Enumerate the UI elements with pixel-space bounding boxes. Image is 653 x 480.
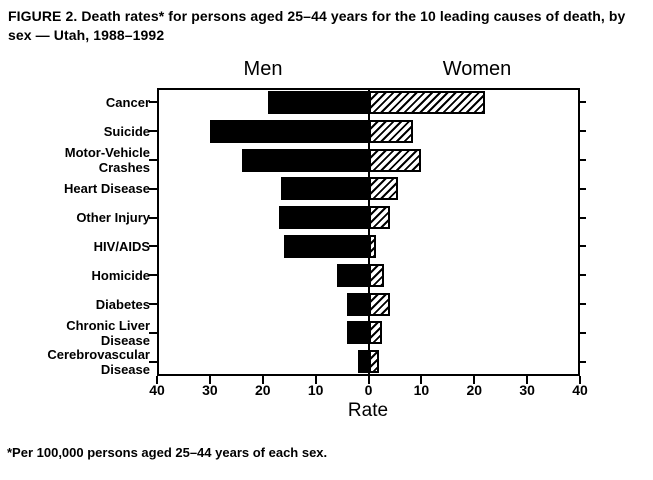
x-tick-label: 30 (202, 382, 218, 398)
x-axis-tick (208, 376, 211, 384)
category-label: Chronic Liver Disease (66, 317, 150, 348)
men-bar (281, 177, 369, 201)
category-tick-left (149, 274, 157, 277)
x-axis-tick (473, 376, 476, 384)
category-tick-right (580, 331, 586, 334)
category-tick-right (580, 101, 586, 104)
category-tick-right (580, 187, 586, 190)
women-bar (368, 321, 382, 345)
category-tick-left (149, 245, 157, 248)
women-bar (368, 350, 380, 374)
men-bar (241, 148, 369, 172)
category-label: Cerebrovascular Disease (47, 346, 150, 377)
women-bar (368, 206, 390, 230)
category-label: Suicide (103, 123, 150, 139)
category-label: Heart Disease (64, 181, 150, 197)
x-tick-label: 20 (254, 382, 271, 398)
men-bar (347, 292, 369, 316)
women-bar (368, 148, 422, 172)
category-tick-left (149, 331, 157, 334)
category-label: Cancer (105, 94, 150, 110)
x-axis-tick (314, 376, 317, 384)
category-tick-left (149, 159, 157, 161)
category-tick-left (149, 303, 157, 305)
category-label: Diabetes (95, 296, 150, 312)
x-axis-tick (420, 376, 423, 384)
x-axis-tick (156, 376, 158, 384)
x-axis-tick (367, 376, 370, 384)
category-tick-right (580, 245, 586, 248)
men-bar (209, 119, 369, 143)
category-tick-left (149, 216, 157, 219)
footnote: *Per 100,000 persons aged 25–44 years of… (7, 445, 328, 460)
x-tick-label: 30 (519, 382, 535, 398)
men-bar (336, 263, 369, 287)
men-header: Men (243, 58, 283, 80)
category-label: Homicide (91, 267, 150, 283)
men-bar (347, 321, 369, 345)
x-axis-tick (579, 376, 581, 384)
category-tick-right (580, 130, 586, 133)
zero-axis-line (367, 88, 370, 376)
category-label: Motor-Vehicle Crashes (64, 145, 150, 175)
women-bar (368, 90, 485, 114)
women-bar (368, 292, 390, 316)
figure-title: FIGURE 2. Death rates* for persons aged … (8, 8, 626, 43)
x-tick-label: 0 (364, 382, 373, 398)
x-axis-tick (526, 376, 529, 384)
category-tick-left (149, 187, 157, 190)
x-tick-label: 40 (149, 382, 165, 398)
x-tick-label: 10 (413, 382, 430, 398)
x-tick-label: 10 (307, 382, 324, 398)
category-tick-left (149, 130, 157, 133)
category-tick-right (580, 274, 586, 277)
category-tick-left (149, 101, 157, 104)
category-label: Other Injury (76, 210, 150, 226)
women-bar (368, 234, 377, 258)
category-tick-right (580, 303, 586, 305)
women-header: Women (442, 58, 512, 80)
category-tick-right (580, 360, 586, 363)
x-axis-tick (261, 376, 264, 384)
women-bar (368, 177, 398, 201)
men-bar (268, 90, 369, 114)
category-tick-right (580, 216, 586, 219)
x-axis-label: Rate (347, 400, 389, 421)
x-tick-label: 20 (466, 382, 483, 398)
men-bar (278, 206, 369, 230)
men-bar (283, 234, 369, 258)
men-bar (357, 350, 369, 374)
women-bar (368, 263, 385, 287)
category-label: HIV/AIDS (93, 238, 150, 254)
category-tick-right (580, 159, 586, 161)
category-tick-left (149, 360, 157, 363)
women-bar (368, 119, 414, 143)
x-tick-label: 40 (572, 382, 588, 398)
